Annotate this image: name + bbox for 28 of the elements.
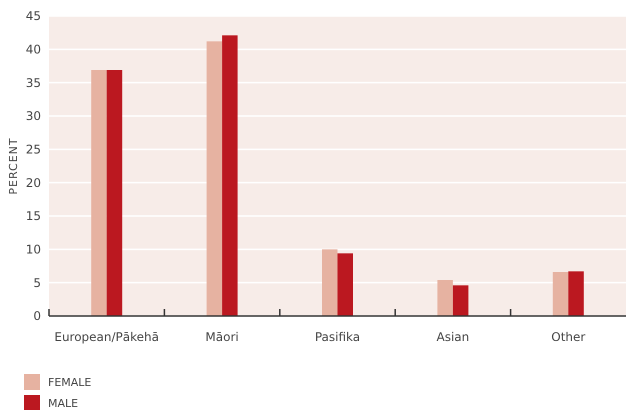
x-tick-label: Asian — [436, 330, 470, 344]
y-tick-label: 0 — [33, 309, 41, 324]
y-tick-label: 10 — [26, 242, 41, 257]
y-tick-label: 5 — [33, 276, 41, 290]
y-tick-label: 30 — [26, 109, 41, 124]
legend-label: MALE — [48, 396, 78, 410]
bar — [222, 35, 238, 316]
y-axis-title: PERCENT — [7, 137, 20, 195]
y-tick-label: 35 — [26, 76, 41, 90]
y-tick-label: 45 — [26, 9, 41, 24]
x-tick-label: Other — [551, 330, 586, 344]
bar — [437, 280, 453, 316]
bar — [568, 271, 584, 316]
bar — [322, 249, 338, 316]
bar — [206, 41, 222, 316]
legend-label: FEMALE — [48, 376, 92, 389]
y-tick-label: 25 — [26, 142, 41, 157]
y-tick-label: 40 — [26, 42, 41, 57]
bar — [452, 285, 468, 316]
bar — [552, 272, 568, 316]
y-tick-label: 20 — [26, 176, 41, 190]
x-tick-label: Pasifika — [314, 330, 360, 344]
y-tick-label: 15 — [26, 209, 41, 224]
x-tick-label: European/Pākehā — [54, 330, 160, 344]
bar — [91, 70, 107, 316]
bar — [106, 70, 122, 316]
bar — [338, 253, 353, 316]
x-tick-label: Māori — [205, 330, 239, 344]
